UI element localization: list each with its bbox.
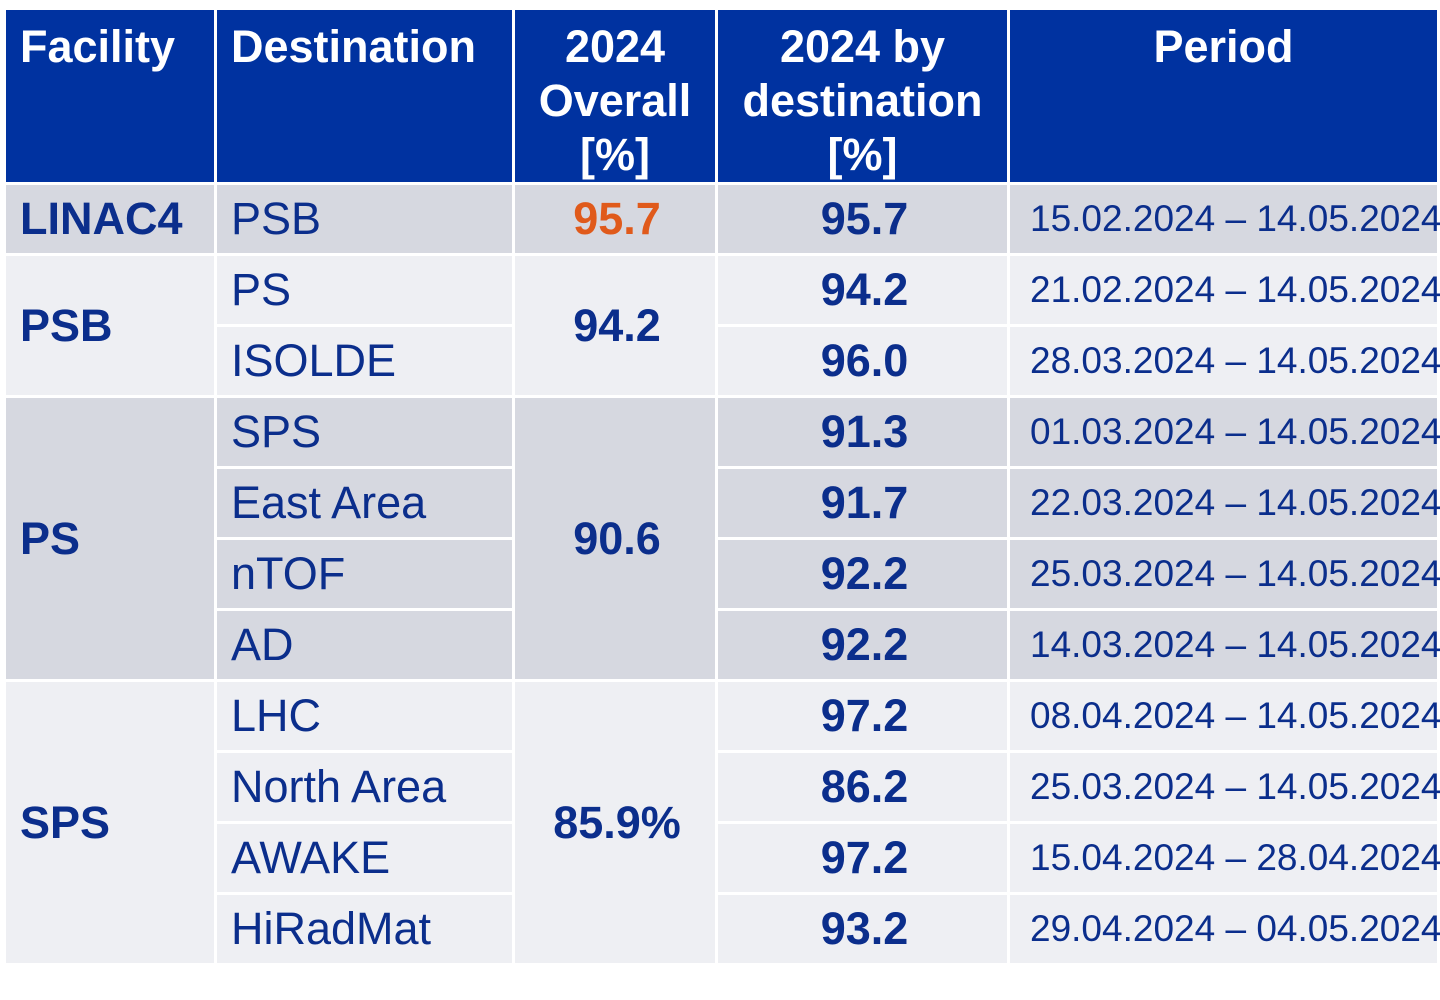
by-destination-cell: 91.7 — [718, 469, 1007, 537]
period-cell: 21.02.2024 – 14.05.2024 — [1010, 256, 1440, 324]
period-cell: 25.03.2024 – 14.05.2024 — [1010, 753, 1440, 821]
table-row: HiRadMat 93.2 29.04.2024 – 04.05.2024 — [6, 895, 1440, 963]
destination-cell: PS — [217, 256, 512, 324]
by-destination-cell: 97.2 — [718, 824, 1007, 892]
table-row: PSB PS 94.2 94.2 21.02.2024 – 14.05.2024 — [6, 256, 1440, 395]
period-cell: 08.04.2024 – 14.05.2024 — [1010, 682, 1440, 750]
by-destination-cell: 92.2 — [718, 611, 1007, 679]
period-cell: 14.03.2024 – 14.05.2024 — [1010, 611, 1440, 679]
by-destination-cell: 92.2 — [718, 540, 1007, 608]
period-cell: 15.02.2024 – 14.05.2024 — [1010, 185, 1440, 253]
table-row: nTOF 92.2 25.03.2024 – 14.05.2024 — [6, 540, 1440, 608]
by-destination-cell: 94.2 — [718, 256, 1007, 324]
header-bydest-line2: destination — [742, 75, 983, 126]
facility-cell: SPS — [6, 682, 214, 963]
facility-cell: PS — [6, 398, 214, 679]
table-row: East Area 91.7 22.03.2024 – 14.05.2024 — [6, 469, 1440, 537]
destination-cell: PSB — [217, 185, 512, 253]
header-overall-line1: 2024 — [564, 21, 666, 72]
table-row: PS SPS 90.6 91.3 01.03.2024 – 14.05.2024 — [6, 398, 1440, 679]
by-destination-cell: 86.2 — [718, 753, 1007, 821]
period-cell: 15.04.2024 – 28.04.2024 — [1010, 824, 1440, 892]
period-cell: 29.04.2024 – 04.05.2024 — [1010, 895, 1440, 963]
header-destination: Destination — [217, 10, 512, 182]
header-bydest-line1: 2024 by — [779, 21, 946, 72]
availability-table: Facility Destination 2024 Overall [%] 20… — [3, 7, 1440, 966]
period-cell: 01.03.2024 – 14.05.2024 — [1010, 398, 1440, 466]
table-row: AD 92.2 14.03.2024 – 14.05.2024 — [6, 611, 1440, 679]
table-header: Facility Destination 2024 Overall [%] 20… — [6, 10, 1437, 182]
by-destination-cell: 97.2 — [718, 682, 1007, 750]
destination-cell: AD — [217, 611, 512, 679]
table-row: AWAKE 97.2 15.04.2024 – 28.04.2024 — [6, 824, 1440, 892]
availability-table-container: Facility Destination 2024 Overall [%] 20… — [3, 7, 1440, 966]
table-row: ISOLDE 96.0 28.03.2024 – 14.05.2024 — [6, 327, 1440, 395]
header-facility: Facility — [6, 10, 214, 182]
header-overall-line2: Overall — [538, 75, 692, 126]
header-period: Period — [1010, 10, 1437, 182]
header-overall: 2024 Overall [%] — [515, 10, 715, 182]
period-cell: 28.03.2024 – 14.05.2024 — [1010, 327, 1440, 395]
table-row: LINAC4 PSB 95.7 95.7 15.02.2024 – 14.05.… — [6, 185, 1440, 253]
table-body: LINAC4 PSB 95.7 95.7 15.02.2024 – 14.05.… — [6, 185, 1440, 963]
by-destination-cell: 96.0 — [718, 327, 1007, 395]
by-destination-cell: 95.7 — [718, 185, 1007, 253]
by-destination-cell: 93.2 — [718, 895, 1007, 963]
header-row: Facility Destination 2024 Overall [%] 20… — [6, 10, 1437, 182]
destination-cell: AWAKE — [217, 824, 512, 892]
destination-cell: SPS — [217, 398, 512, 466]
destination-cell: LHC — [217, 682, 512, 750]
facility-cell: PSB — [6, 256, 214, 395]
overall-cell: 90.6 — [515, 398, 715, 679]
destination-cell: ISOLDE — [217, 327, 512, 395]
overall-cell: 94.2 — [515, 256, 715, 395]
destination-cell: North Area — [217, 753, 512, 821]
destination-cell: HiRadMat — [217, 895, 512, 963]
facility-cell: LINAC4 — [6, 185, 214, 253]
period-cell: 22.03.2024 – 14.05.2024 — [1010, 469, 1440, 537]
destination-cell: nTOF — [217, 540, 512, 608]
overall-cell: 85.9% — [515, 682, 715, 963]
table-row: North Area 86.2 25.03.2024 – 14.05.2024 — [6, 753, 1440, 821]
header-bydest-line3: [%] — [827, 129, 898, 180]
overall-cell: 95.7 — [515, 185, 715, 253]
header-by-destination: 2024 by destination [%] — [718, 10, 1007, 182]
period-cell: 25.03.2024 – 14.05.2024 — [1010, 540, 1440, 608]
header-overall-line3: [%] — [580, 129, 650, 180]
destination-cell: East Area — [217, 469, 512, 537]
table-row: SPS LHC 85.9% 97.2 08.04.2024 – 14.05.20… — [6, 682, 1440, 963]
by-destination-cell: 91.3 — [718, 398, 1007, 466]
